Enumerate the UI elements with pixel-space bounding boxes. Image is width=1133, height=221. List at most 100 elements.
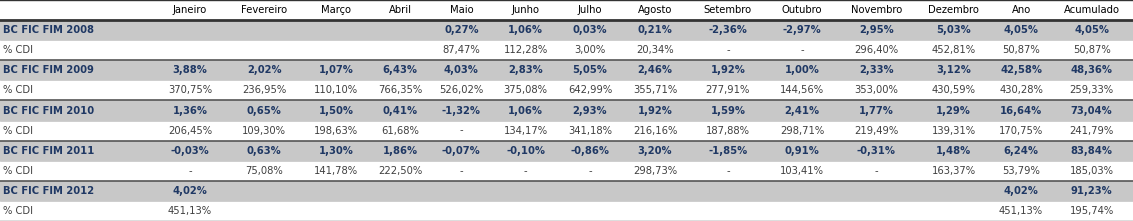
Text: 1,07%: 1,07% — [320, 65, 353, 75]
Text: 0,27%: 0,27% — [444, 25, 478, 35]
Text: 451,13%: 451,13% — [168, 206, 212, 216]
Text: -: - — [188, 166, 191, 176]
Text: -0,07%: -0,07% — [442, 146, 480, 156]
Text: 48,36%: 48,36% — [1071, 65, 1113, 75]
Text: 112,28%: 112,28% — [503, 45, 548, 55]
Text: 1,06%: 1,06% — [509, 105, 543, 116]
Text: 53,79%: 53,79% — [1002, 166, 1040, 176]
Text: 2,41%: 2,41% — [784, 105, 819, 116]
Text: 236,95%: 236,95% — [242, 85, 287, 95]
Text: 298,71%: 298,71% — [780, 126, 824, 136]
Text: 4,05%: 4,05% — [1074, 25, 1109, 35]
Text: BC FIC FIM 2012: BC FIC FIM 2012 — [3, 186, 94, 196]
Text: 134,17%: 134,17% — [504, 126, 547, 136]
Text: 141,78%: 141,78% — [314, 166, 358, 176]
Text: -0,86%: -0,86% — [571, 146, 610, 156]
Text: 219,49%: 219,49% — [854, 126, 898, 136]
Bar — [0, 181, 1133, 201]
Text: 3,20%: 3,20% — [638, 146, 672, 156]
Text: 6,43%: 6,43% — [383, 65, 418, 75]
Text: 195,74%: 195,74% — [1070, 206, 1114, 216]
Text: 4,05%: 4,05% — [1004, 25, 1039, 35]
Text: 185,03%: 185,03% — [1070, 166, 1114, 176]
Text: 0,63%: 0,63% — [247, 146, 281, 156]
Text: -1,85%: -1,85% — [708, 146, 748, 156]
Text: 2,46%: 2,46% — [638, 65, 673, 75]
Text: -: - — [800, 45, 804, 55]
Text: 3,88%: 3,88% — [172, 65, 207, 75]
Text: 2,93%: 2,93% — [572, 105, 607, 116]
Text: % CDI: % CDI — [3, 45, 33, 55]
Text: 16,64%: 16,64% — [1000, 105, 1042, 116]
Text: 6,24%: 6,24% — [1004, 146, 1039, 156]
Text: 370,75%: 370,75% — [168, 85, 212, 95]
Text: 0,91%: 0,91% — [785, 146, 819, 156]
Text: -: - — [588, 166, 591, 176]
Bar — [0, 80, 1133, 101]
Text: 1,77%: 1,77% — [859, 105, 894, 116]
Text: 375,08%: 375,08% — [504, 85, 547, 95]
Text: % CDI: % CDI — [3, 206, 33, 216]
Text: 766,35%: 766,35% — [378, 85, 423, 95]
Text: 452,81%: 452,81% — [931, 45, 976, 55]
Text: 73,04%: 73,04% — [1071, 105, 1113, 116]
Text: Novembro: Novembro — [851, 5, 902, 15]
Text: 2,95%: 2,95% — [859, 25, 894, 35]
Text: BC FIC FIM 2009: BC FIC FIM 2009 — [3, 65, 94, 75]
Text: 75,08%: 75,08% — [245, 166, 283, 176]
Bar — [0, 0, 1133, 20]
Text: 206,45%: 206,45% — [168, 126, 212, 136]
Text: 341,18%: 341,18% — [568, 126, 612, 136]
Bar — [0, 201, 1133, 221]
Text: 1,36%: 1,36% — [172, 105, 207, 116]
Text: 1,00%: 1,00% — [785, 65, 819, 75]
Text: Ano: Ano — [1012, 5, 1031, 15]
Text: Julho: Julho — [578, 5, 603, 15]
Text: 642,99%: 642,99% — [568, 85, 612, 95]
Text: 83,84%: 83,84% — [1071, 146, 1113, 156]
Text: 5,03%: 5,03% — [936, 25, 971, 35]
Text: 430,59%: 430,59% — [931, 85, 976, 95]
Text: -: - — [460, 166, 463, 176]
Text: 20,34%: 20,34% — [636, 45, 674, 55]
Text: -: - — [460, 126, 463, 136]
Bar — [0, 120, 1133, 141]
Text: 1,86%: 1,86% — [383, 146, 418, 156]
Bar — [0, 60, 1133, 80]
Text: 355,71%: 355,71% — [633, 85, 678, 95]
Text: 4,03%: 4,03% — [444, 65, 479, 75]
Text: 1,92%: 1,92% — [710, 65, 746, 75]
Text: 0,65%: 0,65% — [247, 105, 281, 116]
Text: 3,12%: 3,12% — [936, 65, 971, 75]
Text: Agosto: Agosto — [638, 5, 672, 15]
Text: 109,30%: 109,30% — [242, 126, 286, 136]
Text: Fevereiro: Fevereiro — [241, 5, 287, 15]
Text: 1,48%: 1,48% — [936, 146, 971, 156]
Text: -0,31%: -0,31% — [857, 146, 896, 156]
Bar — [0, 40, 1133, 60]
Text: 2,02%: 2,02% — [247, 65, 281, 75]
Text: -1,32%: -1,32% — [442, 105, 480, 116]
Text: 0,41%: 0,41% — [383, 105, 418, 116]
Text: 277,91%: 277,91% — [706, 85, 750, 95]
Text: 222,50%: 222,50% — [378, 166, 423, 176]
Text: 0,03%: 0,03% — [572, 25, 607, 35]
Text: 4,02%: 4,02% — [172, 186, 207, 196]
Text: BC FIC FIM 2011: BC FIC FIM 2011 — [3, 146, 95, 156]
Text: 1,06%: 1,06% — [509, 25, 543, 35]
Text: Setembro: Setembro — [704, 5, 752, 15]
Text: BC FIC FIM 2010: BC FIC FIM 2010 — [3, 105, 94, 116]
Text: 144,56%: 144,56% — [780, 85, 824, 95]
Text: 4,02%: 4,02% — [1004, 186, 1039, 196]
Text: 103,41%: 103,41% — [781, 166, 824, 176]
Text: -: - — [875, 166, 878, 176]
Text: Maio: Maio — [450, 5, 474, 15]
Text: 1,59%: 1,59% — [710, 105, 746, 116]
Text: 187,88%: 187,88% — [706, 126, 750, 136]
Text: 526,02%: 526,02% — [440, 85, 484, 95]
Text: 139,31%: 139,31% — [931, 126, 976, 136]
Text: 296,40%: 296,40% — [854, 45, 898, 55]
Text: 353,00%: 353,00% — [854, 85, 898, 95]
Text: Junho: Junho — [512, 5, 539, 15]
Text: BC FIC FIM 2008: BC FIC FIM 2008 — [3, 25, 94, 35]
